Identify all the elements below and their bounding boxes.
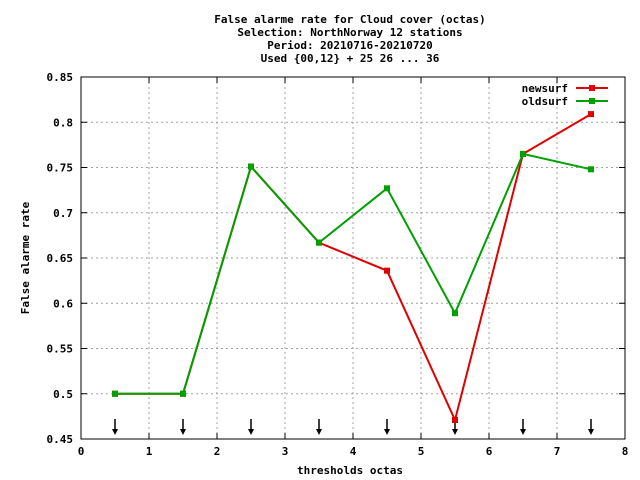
legend-label: oldsurf <box>522 95 568 108</box>
x-tick-label: 6 <box>486 445 493 458</box>
title-line-2: Selection: NorthNorway 12 stations <box>237 26 462 39</box>
x-tick-label: 5 <box>418 445 425 458</box>
legend-swatch-marker <box>589 98 595 104</box>
data-point-oldsurf <box>248 163 254 170</box>
threshold-arrow <box>180 419 186 435</box>
threshold-arrow <box>520 419 526 435</box>
grid-lines <box>81 77 625 439</box>
data-point-oldsurf <box>384 185 390 192</box>
x-tick-label: 7 <box>554 445 561 458</box>
x-tick-label: 1 <box>146 445 153 458</box>
y-tick-label: 0.7 <box>53 207 73 220</box>
threshold-arrow <box>384 419 390 435</box>
data-point-oldsurf <box>588 166 594 173</box>
x-axis-label: thresholds octas <box>297 464 403 477</box>
axis-ticks: 0 1 2 3 4 5 6 7 8 0.45 0.5 0.55 0.6 0.65 0.7 0.75 0.8 0.8… <box>47 71 629 458</box>
series-oldsurf <box>112 150 594 397</box>
data-point-newsurf <box>384 267 390 274</box>
title-line-4: Used {00,12} + 25 26 ... 36 <box>261 52 440 65</box>
threshold-arrow <box>316 419 322 435</box>
data-point-oldsurf <box>520 150 526 157</box>
y-axis-label: False alarme rate <box>19 201 32 314</box>
y-tick-label: 0.8 <box>53 116 73 129</box>
legend-swatch-marker <box>589 85 595 91</box>
y-tick-label: 0.45 <box>47 433 74 446</box>
y-tick-label: 0.55 <box>47 343 74 356</box>
title-line-3: Period: 20210716-20210720 <box>267 39 433 52</box>
threshold-arrow <box>112 419 118 435</box>
x-tick-label: 4 <box>350 445 357 458</box>
chart-title: False alarme rate for Cloud cover (octas… <box>214 13 486 65</box>
x-tick-label: 3 <box>282 445 289 458</box>
y-tick-label: 0.85 <box>47 71 74 84</box>
legend-entry-newsurf: newsurf <box>522 82 608 95</box>
title-line-1: False alarme rate for Cloud cover (octas… <box>214 13 486 26</box>
data-point-oldsurf <box>316 239 322 246</box>
legend-label: newsurf <box>522 82 568 95</box>
x-tick-label: 2 <box>214 445 221 458</box>
y-tick-label: 0.6 <box>53 297 73 310</box>
y-tick-label: 0.65 <box>47 252 74 265</box>
data-point-oldsurf <box>452 310 458 317</box>
x-tick-label: 0 <box>78 445 85 458</box>
series-line-oldsurf <box>115 152 592 395</box>
legend-entry-oldsurf: oldsurf <box>522 95 608 108</box>
data-point-newsurf <box>452 416 458 423</box>
threshold-arrow <box>588 419 594 435</box>
threshold-arrow <box>248 419 254 435</box>
data-point-oldsurf <box>180 390 186 397</box>
data-point-oldsurf <box>112 390 118 397</box>
y-tick-label: 0.75 <box>47 162 74 175</box>
y-tick-label: 0.5 <box>53 388 73 401</box>
data-series <box>112 111 594 423</box>
x-tick-label: 8 <box>622 445 629 458</box>
data-point-newsurf <box>588 111 594 118</box>
